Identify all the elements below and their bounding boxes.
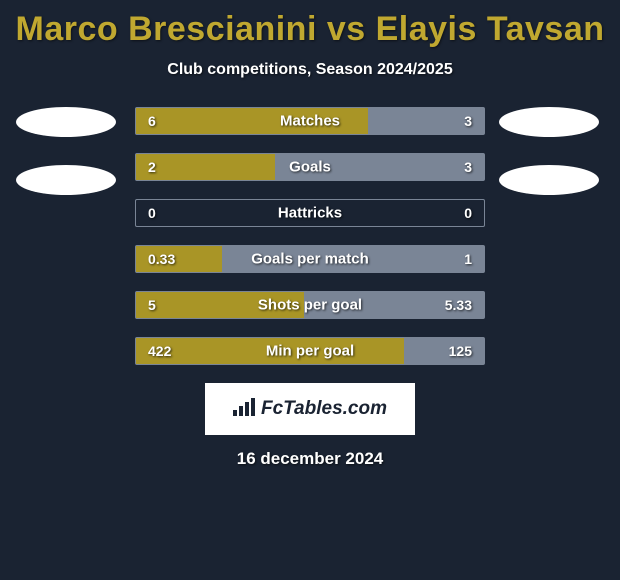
stat-right-value: 5.33 — [445, 297, 472, 313]
stat-label: Hattricks — [278, 205, 342, 222]
stat-row: Matches 6 3 — [135, 107, 485, 135]
stat-row: Hattricks 0 0 — [135, 199, 485, 227]
page-title: Marco Brescianini vs Elayis Tavsan — [0, 10, 620, 49]
stat-left-value: 0 — [148, 205, 156, 221]
stat-right-value: 125 — [449, 343, 472, 359]
stat-row: Shots per goal 5 5.33 — [135, 291, 485, 319]
stat-label: Shots per goal — [258, 297, 362, 314]
stat-right-value: 1 — [464, 251, 472, 267]
stat-label: Goals per match — [251, 251, 369, 268]
stat-left-value: 5 — [148, 297, 156, 313]
stat-left-value: 6 — [148, 113, 156, 129]
stat-bars: Matches 6 3 Goals 2 3 Hattricks 0 0 Goals per mat… — [135, 107, 485, 365]
stat-row: Goals per match 0.33 1 — [135, 245, 485, 273]
comparison-card: Marco Brescianini vs Elayis Tavsan Club … — [0, 0, 620, 479]
stat-right-value: 3 — [464, 159, 472, 175]
player-left-placeholders — [16, 107, 121, 195]
stat-label: Matches — [280, 113, 340, 130]
footer-logo[interactable]: FcTables.com — [205, 383, 415, 435]
player-right-avatar-placeholder — [499, 107, 599, 137]
stat-left-fill — [136, 154, 275, 180]
stat-right-fill — [404, 338, 484, 364]
player-left-avatar-placeholder — [16, 107, 116, 137]
stat-row: Goals 2 3 — [135, 153, 485, 181]
player-right-placeholders — [499, 107, 604, 195]
stat-row: Min per goal 422 125 — [135, 337, 485, 365]
stat-right-value: 3 — [464, 113, 472, 129]
stat-left-value: 422 — [148, 343, 171, 359]
stat-left-value: 0.33 — [148, 251, 175, 267]
stat-left-value: 2 — [148, 159, 156, 175]
chart-icon — [233, 398, 255, 421]
player-left-team-placeholder — [16, 165, 116, 195]
player-right-team-placeholder — [499, 165, 599, 195]
stat-right-value: 0 — [464, 205, 472, 221]
stat-label: Goals — [289, 159, 331, 176]
stat-label: Min per goal — [266, 343, 354, 360]
date-label: 16 december 2024 — [0, 449, 620, 469]
footer-brand-text: FcTables.com — [261, 398, 387, 420]
season-subtitle: Club competitions, Season 2024/2025 — [0, 61, 620, 79]
stats-area: Matches 6 3 Goals 2 3 Hattricks 0 0 Goals per mat… — [0, 107, 620, 365]
